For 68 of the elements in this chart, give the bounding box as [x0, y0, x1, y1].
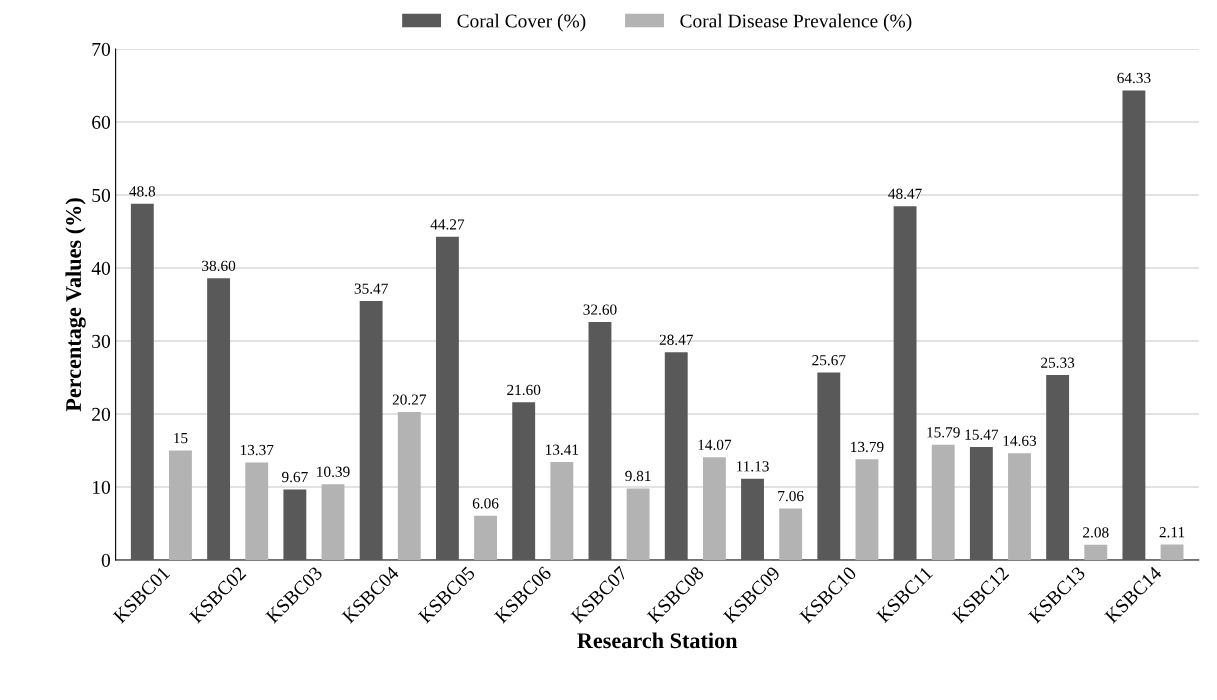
- bar: [893, 206, 917, 560]
- bar: [435, 236, 459, 560]
- bar: [779, 508, 803, 560]
- data-label: 13.41: [545, 444, 579, 455]
- bar: [321, 484, 345, 560]
- bar: [359, 301, 383, 560]
- bar: [283, 489, 307, 560]
- y-tick-label: 70: [92, 42, 111, 56]
- bar: [741, 478, 764, 560]
- bar: [931, 444, 955, 560]
- bar: [207, 278, 231, 560]
- bar: [1122, 90, 1146, 560]
- bar: [245, 462, 269, 560]
- data-label: 15.47: [965, 429, 999, 440]
- bar: [397, 412, 421, 560]
- bar: [474, 515, 497, 560]
- y-tick-label: 60: [92, 115, 111, 129]
- data-label: 25.67: [812, 355, 846, 366]
- data-label: 15: [174, 432, 188, 444]
- bar: [855, 459, 879, 560]
- legend-label: Coral Disease Prevalence (%): [680, 13, 912, 32]
- y-tick-label: 50: [92, 188, 111, 202]
- bar: [588, 322, 612, 560]
- data-label: 13.37: [240, 444, 274, 456]
- data-label: 48.47: [888, 188, 922, 199]
- data-label: 21.60: [507, 384, 541, 396]
- bar: [626, 488, 650, 560]
- bar: [550, 462, 574, 560]
- bar: [1008, 453, 1031, 560]
- data-label: 15.79: [927, 427, 960, 438]
- legend-label: Coral Cover (%): [457, 13, 586, 32]
- data-label: 25.33: [1041, 357, 1075, 368]
- data-label: 14.63: [1003, 435, 1037, 446]
- bar: [702, 457, 726, 560]
- bar: [1084, 544, 1108, 560]
- y-tick-label: 40: [91, 261, 111, 275]
- data-label: 14.07: [698, 439, 732, 451]
- data-label: 20.27: [392, 394, 427, 405]
- bar: [1160, 544, 1184, 560]
- data-label: 9.67: [281, 471, 308, 483]
- data-label: 13.79: [851, 441, 884, 453]
- data-label: 2.08: [1083, 527, 1109, 538]
- data-label: 6.06: [472, 498, 499, 509]
- bar: [512, 402, 536, 560]
- data-label: 32.60: [583, 304, 617, 315]
- data-label: 11.13: [736, 461, 769, 472]
- bar: [817, 372, 841, 560]
- x-axis-title: Research Station: [577, 632, 738, 649]
- bar: [969, 447, 993, 560]
- data-label: 9.81: [625, 470, 651, 482]
- data-label: 2.11: [1159, 527, 1185, 538]
- y-tick-label: 10: [93, 480, 111, 494]
- y-tick-label: 30: [92, 334, 111, 348]
- data-label: 35.47: [354, 283, 388, 294]
- data-label: 28.47: [659, 334, 693, 345]
- bar: [130, 203, 154, 560]
- data-label: 44.27: [430, 219, 465, 230]
- y-tick-label: 0: [101, 553, 111, 567]
- y-tick-label: 20: [92, 407, 111, 421]
- data-label: 10.39: [317, 466, 350, 477]
- data-label: 38.60: [202, 260, 236, 272]
- data-label: 48.8: [129, 186, 156, 197]
- data-label: 64.33: [1117, 72, 1151, 84]
- y-axis-title: Percentage Values (%): [65, 198, 86, 412]
- bar: [169, 450, 192, 560]
- data-label: 7.06: [778, 490, 804, 502]
- bar: [664, 352, 688, 560]
- bar: [1046, 375, 1070, 560]
